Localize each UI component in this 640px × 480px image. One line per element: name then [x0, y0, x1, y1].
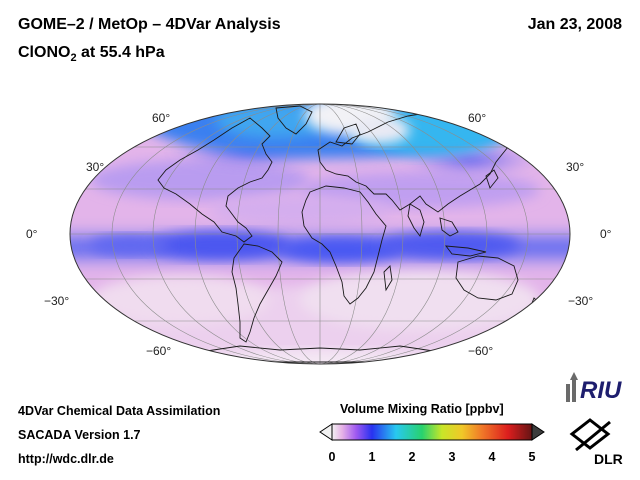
- globe-outline: [69, 103, 571, 365]
- species-name: ClONO: [18, 44, 71, 61]
- map-subtitle: ClONO2 at 55.4 hPa: [18, 44, 165, 64]
- lat-label-60n-right: 60°: [468, 111, 487, 125]
- lat-label-eq-right: 0°: [600, 227, 612, 241]
- lat-label-eq-left: 0°: [26, 227, 38, 241]
- riu-logo-text: RIU: [580, 377, 622, 404]
- lat-label-60s-right: −60°: [468, 344, 494, 358]
- footer-version: SACADA Version 1.7: [18, 428, 141, 442]
- colorbar-tick-5: 5: [528, 450, 536, 464]
- analysis-date: Jan 23, 2008: [527, 16, 622, 33]
- lat-label-30s-right: −30°: [568, 294, 594, 308]
- footer-url[interactable]: http://wdc.dlr.de: [18, 452, 114, 466]
- lat-label-60n-left: 60°: [152, 111, 171, 125]
- colorbar-low-arrow: [319, 423, 333, 441]
- colorbar-tick-2: 2: [408, 450, 416, 464]
- colorbar-tick-0: 0: [328, 450, 336, 464]
- colorbar-tick-1: 1: [368, 450, 376, 464]
- dlr-logo: DLR: [569, 418, 623, 466]
- graticule: [70, 104, 570, 364]
- lat-label-60s-left: −60°: [146, 344, 172, 358]
- lat-label-30s-left: −30°: [44, 294, 70, 308]
- footer-method: 4DVar Chemical Data Assimilation: [18, 404, 221, 418]
- colorbar-gradient: [331, 423, 533, 441]
- lat-label-30n-right: 30°: [566, 160, 585, 174]
- colorbar-tick-3: 3: [448, 450, 456, 464]
- colorbar-title: Volume Mixing Ratio [ppbv]: [340, 402, 504, 416]
- coastlines: [157, 105, 541, 363]
- riu-logo: RIU: [566, 372, 622, 404]
- pressure-level: at 55.4 hPa: [76, 44, 165, 61]
- species-subscript: 2: [70, 52, 77, 65]
- colorbar-tick-4: 4: [488, 450, 496, 464]
- colorbar: [319, 423, 545, 441]
- lat-label-30n-left: 30°: [86, 160, 105, 174]
- map-title: GOME–2 / MetOp – 4DVar Analysis: [18, 16, 281, 33]
- dlr-logo-text: DLR: [594, 451, 623, 466]
- colorbar-high-arrow: [531, 423, 545, 441]
